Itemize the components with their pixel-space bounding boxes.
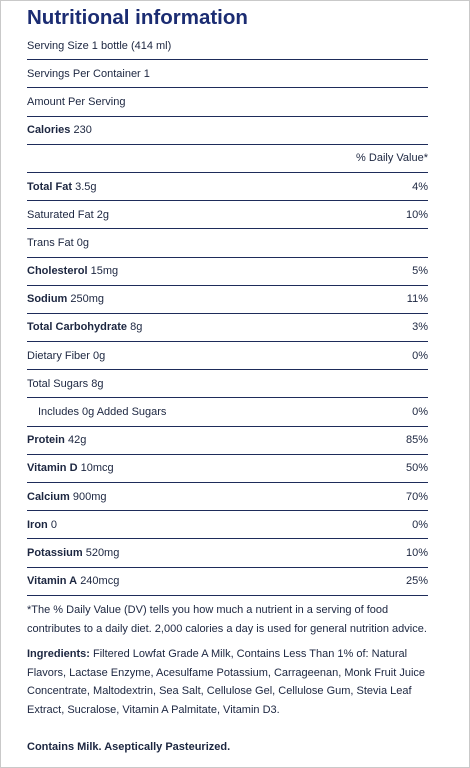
daily-value: 25% [405, 575, 428, 588]
daily-value: 0% [412, 518, 428, 531]
row-label: Servings Per Container 1 [27, 68, 150, 80]
daily-value: 11% [406, 293, 428, 306]
nutrient-row: Total Fat 3.5g 4% [27, 173, 428, 202]
row-label: Serving Size 1 bottle (414 ml) [27, 40, 171, 52]
nutrient-row: Vitamin A 240mcg 25% [27, 568, 428, 596]
allergen-statement: Contains Milk. Aseptically Pasteurized. [27, 741, 231, 753]
nutrient-amount: 8g [130, 321, 143, 334]
daily-value: 0% [412, 349, 428, 362]
nutrient-amount: 230 [73, 124, 92, 137]
nutrient-amount: 3.5g [75, 180, 97, 193]
row-label: Vitamin A 240mcg [27, 575, 119, 587]
nutrient-amount: 240mcg [80, 575, 120, 588]
nutrient-amount: Serving Size 1 bottle (414 ml) [27, 39, 172, 52]
row-label: Sodium 250mg [27, 293, 104, 305]
nutrient-row: Protein 42g 85% [27, 427, 428, 455]
daily-value: 0% [412, 406, 428, 419]
daily-value: 10% [405, 546, 428, 559]
nutrient-amount: 520mg [85, 546, 120, 559]
daily-value: 70% [405, 490, 428, 503]
nutrient-row: Total Carbohydrate 8g 3% [27, 314, 428, 343]
nutrient-amount: 42g [67, 434, 87, 447]
nutrient-row: Servings Per Container 1 [27, 60, 428, 89]
nutrient-row: Includes 0g Added Sugars 0% [27, 398, 428, 427]
notes: *The % Daily Value (DV) tells you how mu… [27, 601, 429, 727]
nutrient-name: Iron [27, 518, 48, 531]
row-label: Amount Per Serving [27, 96, 125, 108]
title: Nutritional information [27, 6, 248, 29]
row-label: Vitamin D 10mcg [27, 462, 114, 474]
row-label: Includes 0g Added Sugars [27, 406, 166, 418]
nutrient-name: Protein [27, 434, 65, 447]
nutrient-row: Dietary Fiber 0g 0% [27, 342, 428, 371]
row-label: Saturated Fat 2g [27, 209, 109, 221]
nutrient-row: % Daily Value* [27, 145, 428, 173]
ingredients-label: Ingredients: [27, 648, 90, 661]
daily-value: % Daily Value* [356, 152, 428, 165]
nutrient-name: Calcium [27, 490, 70, 503]
daily-value: 10% [405, 208, 428, 221]
nutrient-amount: Servings Per Container 1 [27, 67, 150, 80]
row-label: Protein 42g [27, 434, 86, 446]
ingredients-text: Filtered Lowfat Grade A Milk, Contains L… [27, 648, 426, 716]
nutrient-name: Total Carbohydrate [27, 321, 128, 334]
nutrient-name: Vitamin A [27, 575, 78, 588]
nutrient-amount: 10mcg [80, 462, 114, 475]
nutrient-row: Potassium 520mg 10% [27, 539, 428, 568]
nutrient-amount: 15mg [90, 265, 119, 278]
nutrient-amount: Amount Per Serving [27, 95, 126, 108]
row-label: Potassium 520mg [27, 547, 119, 559]
row-label: Cholesterol 15mg [27, 265, 118, 277]
nutrient-amount: Total Sugars 8g [27, 377, 104, 390]
row-label: Calcium 900mg [27, 491, 107, 503]
row-label: Iron 0 [27, 519, 57, 531]
footnote: *The % Daily Value (DV) tells you how mu… [27, 604, 427, 635]
nutrient-row: Serving Size 1 bottle (414 ml) [27, 32, 428, 61]
daily-value: 3% [412, 321, 428, 334]
nutrient-row: Sodium 250mg 11% [27, 286, 428, 314]
row-label: Dietary Fiber 0g [27, 350, 105, 362]
row-label: Trans Fat 0g [27, 237, 89, 249]
row-label: Total Sugars 8g [27, 378, 103, 390]
nutrient-amount: 250mg [70, 293, 105, 306]
nutrient-rows: Serving Size 1 bottle (414 ml) Servings P… [27, 32, 428, 596]
nutrient-amount: Trans Fat 0g [27, 236, 89, 249]
nutrient-amount: Includes 0g Added Sugars [38, 406, 167, 419]
nutrient-name: Calories [27, 124, 71, 137]
nutrient-row: Calories 230 [27, 117, 428, 145]
nutrient-name: Sodium [27, 293, 68, 306]
nutrient-row: Vitamin D 10mcg 50% [27, 455, 428, 483]
nutrient-name: Cholesterol [27, 265, 88, 278]
nutrient-row: Saturated Fat 2g 10% [27, 201, 428, 230]
daily-value: 5% [412, 265, 428, 278]
daily-value: 50% [405, 462, 428, 475]
nutrient-row: Iron 0 0% [27, 511, 428, 540]
nutrient-amount: Saturated Fat 2g [27, 208, 109, 221]
ingredients: Ingredients: Filtered Lowfat Grade A Mil… [27, 645, 429, 719]
nutrient-row: Trans Fat 0g [27, 229, 428, 258]
nutrient-row: Calcium 900mg 70% [27, 483, 428, 512]
row-label: Total Fat 3.5g [27, 181, 97, 193]
row-label: Total Carbohydrate 8g [27, 321, 142, 333]
row-label: Calories 230 [27, 124, 92, 136]
nutrient-name: Vitamin D [27, 462, 78, 475]
nutrient-name: Total Fat [27, 180, 73, 193]
nutrient-name: Potassium [27, 546, 83, 559]
nutrient-row: Amount Per Serving [27, 88, 428, 117]
nutrient-amount: 900mg [72, 490, 107, 503]
nutrient-row: Cholesterol 15mg 5% [27, 258, 428, 286]
nutrient-row: Total Sugars 8g [27, 370, 428, 399]
nutrient-amount: Dietary Fiber 0g [27, 349, 106, 362]
daily-value: 85% [405, 434, 428, 447]
daily-value: 4% [412, 180, 428, 193]
nutrient-amount: 0 [50, 518, 57, 531]
